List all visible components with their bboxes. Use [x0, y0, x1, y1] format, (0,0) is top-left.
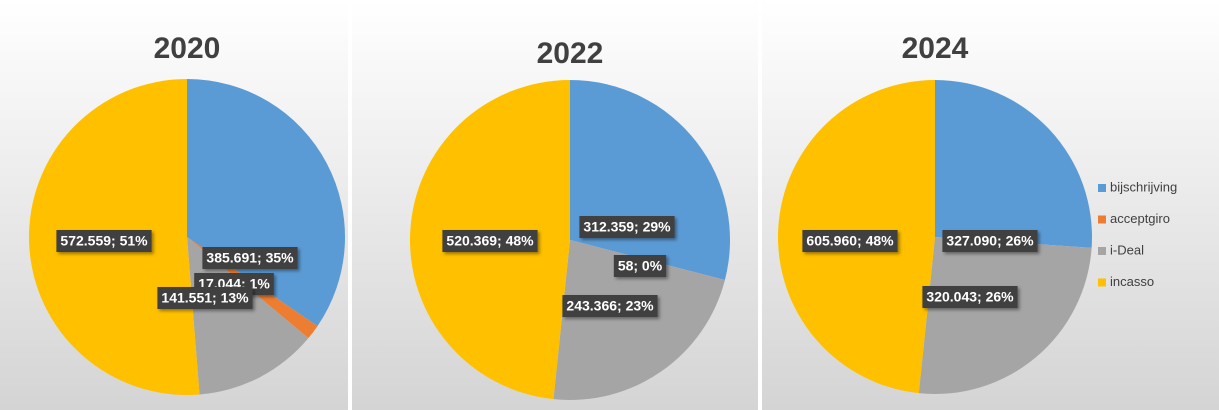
- data-label-box: [579, 216, 675, 238]
- data-label-box: [922, 286, 1018, 308]
- data-label-text: 327.090; 26%: [946, 233, 1034, 249]
- pie-slice: [935, 80, 1093, 248]
- data-label: 58; 0%: [613, 255, 667, 277]
- data-label-text: 141.551; 13%: [161, 290, 249, 306]
- data-label-text: 520.369; 48%: [446, 233, 534, 249]
- data-label-text: 243.366; 23%: [566, 298, 654, 314]
- chart-title: 2020: [154, 32, 221, 65]
- legend-label: acceptgiro: [1110, 211, 1170, 226]
- data-label-text: 320.043; 26%: [926, 289, 1014, 305]
- legend-swatch: [1098, 215, 1106, 224]
- legend-label: bijschrijving: [1110, 179, 1177, 194]
- legend-swatch: [1098, 247, 1106, 255]
- data-label: 385.691; 35%: [202, 247, 298, 269]
- data-label-box: [802, 230, 898, 252]
- chart-title: 2022: [537, 37, 604, 70]
- data-label-box: [562, 295, 658, 317]
- data-label-text: 605.960; 48%: [806, 233, 894, 249]
- data-label-box: [202, 247, 298, 269]
- data-label: 320.043; 26%: [922, 286, 1018, 308]
- data-label-box: [613, 255, 667, 277]
- legend-swatch: [1098, 184, 1106, 192]
- data-label-text: 572.559; 51%: [60, 233, 148, 249]
- data-label-box: [442, 230, 538, 252]
- data-label: 312.359; 29%: [579, 216, 675, 238]
- legend-label: i-Deal: [1110, 242, 1144, 257]
- data-label: 605.960; 48%: [802, 230, 898, 252]
- data-label: 572.559; 51%: [56, 230, 152, 252]
- data-label-box: [56, 230, 152, 252]
- data-label-box: [157, 287, 253, 309]
- data-label: 243.366; 23%: [562, 295, 658, 317]
- data-label-text: 385.691; 35%: [206, 250, 294, 266]
- data-label: 327.090; 26%: [942, 230, 1038, 252]
- pie-slice: [553, 240, 725, 400]
- data-label: 520.369; 48%: [442, 230, 538, 252]
- legend-label: incasso: [1110, 274, 1154, 289]
- legend-swatch: [1098, 278, 1106, 287]
- chart-title: 2024: [902, 32, 969, 65]
- data-label-text: 58; 0%: [618, 258, 663, 274]
- data-label-text: 312.359; 29%: [583, 219, 671, 235]
- data-label-box: [942, 230, 1038, 252]
- data-label: 141.551; 13%: [157, 287, 253, 309]
- pie-slice: [187, 79, 346, 327]
- pie-slice: [918, 237, 1092, 394]
